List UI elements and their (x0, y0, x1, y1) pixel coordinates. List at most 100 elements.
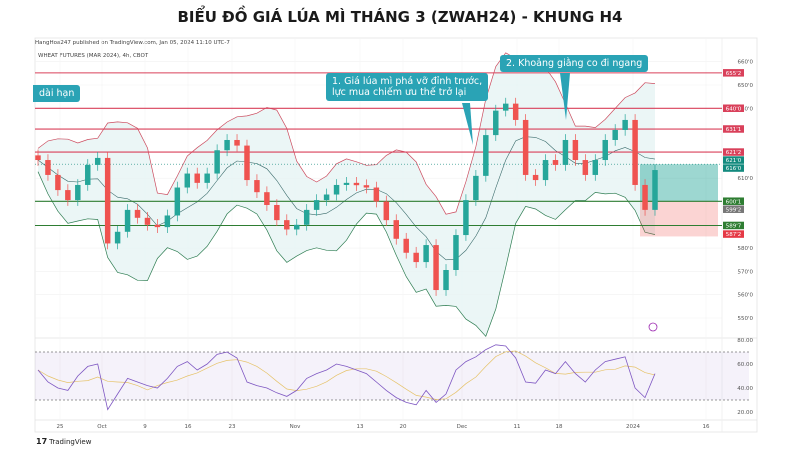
price-label-text: 600'1 (726, 199, 742, 205)
candle-body (45, 160, 51, 175)
candle-body (552, 160, 559, 165)
candle-body (353, 182, 360, 186)
candle-body (463, 200, 469, 236)
rsi-tick-label: 40.00 (737, 386, 753, 392)
candle-body (303, 209, 310, 225)
candle-body (532, 174, 539, 181)
candle-body (493, 110, 499, 136)
time-tick-label: 20 (400, 424, 407, 430)
price-tick-label: 560'0 (737, 293, 753, 299)
candle-body (274, 204, 280, 221)
candle-body (174, 187, 181, 216)
candle-body (85, 164, 91, 185)
candle-body (443, 270, 449, 291)
tradingview-logo-icon: 17 (36, 437, 48, 446)
price-label-text: 655'2 (726, 71, 742, 77)
candle-body (94, 157, 101, 165)
chart-frame (34, 37, 758, 433)
candle-body (164, 215, 171, 228)
candle-body (512, 103, 519, 120)
price-label-text: 599'2 (726, 207, 742, 213)
rsi-band-fill (35, 352, 749, 400)
price-label-badge (723, 221, 744, 230)
rsi-tick-label: 20.00 (737, 410, 753, 416)
candle-body (373, 187, 380, 202)
candle-body (134, 209, 141, 218)
candle-body (502, 103, 509, 111)
time-tick-label: 18 (556, 424, 563, 430)
chart-title: BIỂU ĐỒ GIÁ LÚA MÌ THÁNG 3 (ZWAH24) - KH… (177, 8, 623, 26)
candle-body (104, 157, 111, 244)
long-position-stop-zone (640, 201, 718, 237)
time-tick-label: Dec (457, 424, 468, 430)
annotation-breakout-pointer (462, 103, 473, 145)
price-tick-label: 550'0 (737, 316, 753, 322)
candle-body (343, 182, 350, 185)
price-tick-label: 570'0 (737, 269, 753, 275)
candle-body (144, 217, 151, 225)
rsi-tick-label: 60.00 (737, 362, 753, 368)
bollinger-band-fill (38, 52, 655, 337)
published-info: HangHoa247 published on TradingView.com,… (35, 40, 230, 46)
price-tick-label: 580'0 (737, 246, 753, 252)
price-label-text: 616'0 (726, 166, 742, 172)
time-tick-label: 16 (185, 424, 192, 430)
candle-body (403, 238, 409, 253)
bollinger-upper-band (37, 52, 656, 215)
rsi-tick-label: 80.00 (737, 338, 753, 344)
time-tick-label: 13 (357, 424, 364, 430)
annotation-breakout: 1. Giá lúa mì phá vỡ đỉnh trước, lực mua… (326, 73, 489, 101)
tradingview-logo-text: TradingView (49, 438, 92, 446)
candle-body (612, 129, 618, 140)
price-label-badge (723, 205, 744, 213)
candle-body (632, 119, 638, 185)
time-tick-label: 2024 (626, 424, 640, 430)
candle-body (363, 185, 370, 188)
price-label-badge (723, 104, 744, 112)
time-tick-label: 11 (514, 424, 521, 430)
candle-body (294, 224, 300, 230)
candle-body (234, 139, 240, 146)
candle-body (423, 245, 429, 263)
candle-body (244, 145, 250, 181)
time-tick-label: 25 (57, 424, 64, 430)
candle-body (582, 160, 589, 175)
candle-body (313, 200, 320, 210)
candle-body (214, 150, 220, 174)
rsi-moving-average (37, 350, 656, 400)
candle-body (194, 173, 200, 183)
annotation-sideways: 2. Khoảng giằng co đi ngang (500, 55, 649, 72)
symbol-info: WHEAT FUTURES (MAR 2024), 4h, CBOT (38, 53, 149, 59)
price-label-text: 589'7 (726, 223, 742, 229)
price-label-badge (723, 69, 744, 77)
price-label-badge (723, 197, 744, 205)
candle-body (383, 201, 390, 221)
candle-body (55, 174, 61, 191)
candle-body (114, 231, 121, 244)
candle-body (254, 180, 260, 193)
time-tick-label: Oct (97, 424, 107, 430)
candle-body (65, 190, 71, 201)
candle-body (224, 139, 230, 151)
candle-body (572, 139, 579, 161)
price-label-badge (723, 148, 744, 156)
price-label-text: 621'0 (726, 158, 742, 164)
candle-body (622, 119, 628, 130)
price-label-badge (723, 125, 744, 133)
candle-body (333, 184, 340, 195)
candle-body (413, 252, 419, 263)
price-label-badge (723, 164, 744, 172)
tradingview-logo: 17 TradingView (36, 437, 91, 446)
price-label-text: 631'1 (726, 127, 742, 133)
candle-body (35, 155, 41, 161)
candle-body (393, 220, 399, 239)
annotation-sideways-pointer (560, 73, 570, 120)
price-tick-label: 650'0 (737, 83, 753, 89)
economic-event-icon (648, 322, 658, 332)
time-tick-label: 9 (143, 424, 147, 430)
long-position-target-zone (640, 164, 718, 202)
annotation-breakout-line1: 1. Giá lúa mì phá vỡ đỉnh trước, (332, 76, 483, 87)
candle-body (592, 160, 599, 175)
candle-body (284, 220, 290, 230)
